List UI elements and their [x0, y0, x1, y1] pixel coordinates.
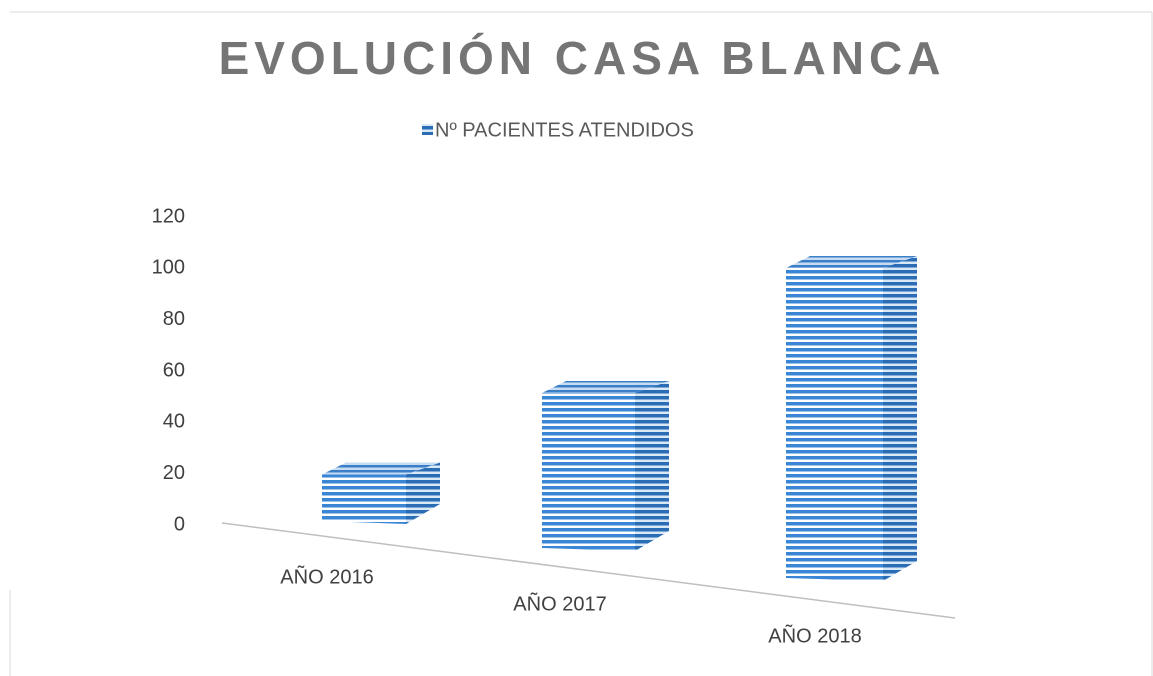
- y-tick-label: 0: [174, 513, 185, 535]
- bar: [786, 256, 917, 581]
- legend-label: Nº PACIENTES ATENDIDOS: [435, 119, 694, 141]
- y-tick-label: 80: [163, 308, 185, 330]
- bar: [322, 462, 440, 524]
- bar: [542, 381, 669, 551]
- y-tick-label: 100: [152, 257, 185, 279]
- bar-top: [786, 256, 917, 268]
- bar-front: [786, 268, 883, 581]
- legend-swatch: [422, 124, 433, 135]
- floor: [221, 522, 956, 619]
- bar-side: [635, 381, 669, 551]
- bar-top: [322, 462, 440, 475]
- y-tick-label: 60: [163, 359, 185, 381]
- bar-front: [542, 393, 635, 551]
- x-tick-label: AÑO 2016: [280, 564, 373, 588]
- bar-top: [542, 381, 669, 393]
- bar-side: [406, 462, 440, 524]
- y-tick-label: 120: [152, 205, 185, 227]
- x-tick-label: AÑO 2017: [513, 591, 606, 615]
- bar-front: [322, 474, 406, 524]
- x-tick-label: AÑO 2018: [768, 623, 861, 647]
- chart-title: EVOLUCIÓN CASA BLANCA: [219, 32, 946, 84]
- y-tick-label: 40: [163, 411, 185, 433]
- bar-side: [883, 256, 917, 581]
- y-tick-label: 20: [163, 462, 185, 484]
